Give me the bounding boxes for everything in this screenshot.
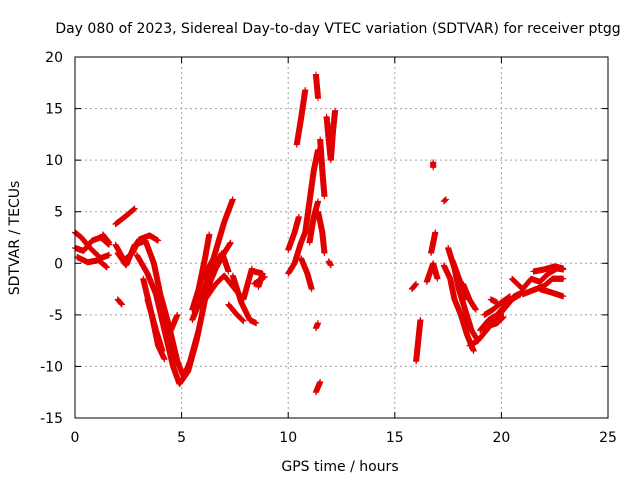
y-tick-label: 15 xyxy=(45,102,63,118)
ticks-layer: 0 5 10 15 20 25 -15 -10 -5 0 5 10 15 20 xyxy=(40,50,617,446)
data-point xyxy=(155,237,162,244)
y-tick-label: -10 xyxy=(40,359,63,375)
data-point xyxy=(118,301,125,308)
y-tick-label: 5 xyxy=(54,205,63,221)
data-point xyxy=(131,205,138,212)
x-tick-label: 5 xyxy=(177,430,186,446)
x-tick-label: 25 xyxy=(599,430,617,446)
data-point xyxy=(225,268,232,275)
y-tick-label: 20 xyxy=(45,50,63,66)
data-point xyxy=(106,252,113,259)
x-tick-label: 20 xyxy=(492,430,510,446)
data-point xyxy=(106,239,113,246)
y-tick-label: -15 xyxy=(40,411,63,427)
data-point xyxy=(195,327,202,334)
x-tick-label: 10 xyxy=(279,430,297,446)
data-points-layer xyxy=(72,71,567,396)
y-axis-title: SDTVAR / TECUs xyxy=(7,181,23,296)
data-point xyxy=(227,239,234,246)
x-axis-title: GPS time / hours xyxy=(281,459,398,475)
chart-title: Day 080 of 2023, Sidereal Day-to-day VTE… xyxy=(55,21,620,37)
data-point xyxy=(159,347,166,354)
x-tick-label: 15 xyxy=(386,430,404,446)
y-tick-label: -5 xyxy=(49,308,63,324)
x-tick-label: 0 xyxy=(71,430,80,446)
data-point xyxy=(229,196,236,203)
data-point xyxy=(174,311,181,318)
data-point xyxy=(161,356,168,363)
y-tick-label: 0 xyxy=(54,256,63,272)
data-point xyxy=(103,264,110,271)
y-tick-label: 10 xyxy=(45,153,63,169)
data-point xyxy=(206,231,213,238)
grid-layer xyxy=(75,57,608,418)
